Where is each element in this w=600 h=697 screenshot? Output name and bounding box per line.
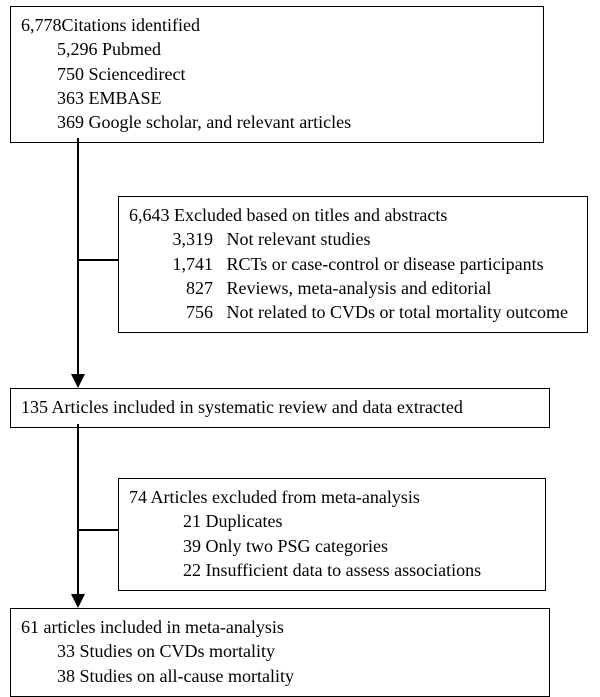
excluded1-item-2-label: Reviews, meta-analysis and editorial <box>227 278 492 298</box>
excluded2-item-1-label: Only two PSG categories <box>206 536 388 556</box>
box-excluded-meta: 74 Articles excluded from meta-analysis … <box>118 478 546 591</box>
excluded2-item-2-label: Insufficient data to assess associations <box>206 560 482 580</box>
identified-item-1-label: Sciencedirect <box>89 64 186 84</box>
identified-item-0-label: Pubmed <box>102 39 161 59</box>
excluded1-item-3-label: Not related to CVDs or total mortality o… <box>227 302 568 322</box>
meta-main-label: articles included in meta-analysis <box>44 617 284 637</box>
excluded2-item-1: 39 Only two PSG categories <box>129 534 535 558</box>
identified-item-3-label: Google scholar, and relevant articles <box>89 112 352 132</box>
connector-v1 <box>77 138 79 374</box>
identified-item-2-label: EMBASE <box>89 88 162 108</box>
meta-item-1: 38 Studies on all-cause mortality <box>21 664 539 688</box>
excluded2-main-n: 74 <box>129 487 147 507</box>
excluded2-item-2-n: 22 <box>183 560 201 580</box>
excluded1-item-1-label: RCTs or case-control or disease particip… <box>227 254 544 274</box>
connector-h2 <box>78 529 118 531</box>
excluded2-item-1-n: 39 <box>183 536 201 556</box>
excluded1-item-1-n: 1,741 <box>165 252 213 276</box>
identified-item-3: 369 Google scholar, and relevant article… <box>21 110 533 134</box>
box-excluded-abstracts: 6,643 Excluded based on titles and abstr… <box>118 196 588 333</box>
identified-item-1-n: 750 <box>57 64 84 84</box>
excluded1-item-1: 1,741 RCTs or case-control or disease pa… <box>129 252 577 276</box>
excluded2-main: 74 Articles excluded from meta-analysis <box>129 485 535 509</box>
excluded1-item-3: 756 Not related to CVDs or total mortali… <box>129 300 577 324</box>
excluded2-item-0-n: 21 <box>183 511 201 531</box>
identified-main-n: 6,778 <box>21 15 62 35</box>
meta-main-n: 61 <box>21 617 39 637</box>
excluded2-item-0: 21 Duplicates <box>129 509 535 533</box>
excluded1-item-2: 827 Reviews, meta-analysis and editorial <box>129 276 577 300</box>
arrowhead-2 <box>71 594 85 608</box>
identified-main-label: Citations identified <box>62 15 200 35</box>
meta-item-1-label: Studies on all-cause mortality <box>80 666 294 686</box>
connector-v2 <box>77 424 79 594</box>
excluded2-main-label: Articles excluded from meta-analysis <box>151 487 420 507</box>
systematic-main: 135 Articles included in systematic revi… <box>21 395 539 419</box>
box-meta-analysis: 61 articles included in meta-analysis 33… <box>10 608 550 697</box>
identified-item-0-n: 5,296 <box>57 39 98 59</box>
meta-main: 61 articles included in meta-analysis <box>21 615 539 639</box>
excluded2-item-2: 22 Insufficient data to assess associati… <box>129 558 535 582</box>
systematic-main-label: Articles included in systematic review a… <box>52 397 463 417</box>
identified-main: 6,778Citations identified <box>21 13 533 37</box>
identified-item-3-n: 369 <box>57 112 84 132</box>
identified-item-0: 5,296 Pubmed <box>21 37 533 61</box>
box-citations-identified: 6,778Citations identified 5,296 Pubmed 7… <box>10 6 544 143</box>
excluded1-main: 6,643 Excluded based on titles and abstr… <box>129 203 577 227</box>
excluded1-item-0: 3,319 Not relevant studies <box>129 227 577 251</box>
identified-item-2: 363 EMBASE <box>21 86 533 110</box>
meta-item-0-n: 33 <box>57 641 75 661</box>
excluded2-item-0-label: Duplicates <box>206 511 283 531</box>
identified-item-1: 750 Sciencedirect <box>21 62 533 86</box>
excluded1-main-label: Excluded based on titles and abstracts <box>174 205 447 225</box>
meta-item-0-label: Studies on CVDs mortality <box>80 641 276 661</box>
box-systematic-review: 135 Articles included in systematic revi… <box>10 388 550 428</box>
systematic-main-n: 135 <box>21 397 48 417</box>
meta-item-1-n: 38 <box>57 666 75 686</box>
excluded1-item-3-n: 756 <box>165 300 213 324</box>
excluded1-item-2-n: 827 <box>165 276 213 300</box>
meta-item-0: 33 Studies on CVDs mortality <box>21 639 539 663</box>
excluded1-item-0-n: 3,319 <box>165 227 213 251</box>
excluded1-main-n: 6,643 <box>129 205 170 225</box>
excluded1-item-0-label: Not relevant studies <box>227 229 371 249</box>
connector-h1 <box>78 259 118 261</box>
identified-item-2-n: 363 <box>57 88 84 108</box>
arrowhead-1 <box>71 374 85 388</box>
